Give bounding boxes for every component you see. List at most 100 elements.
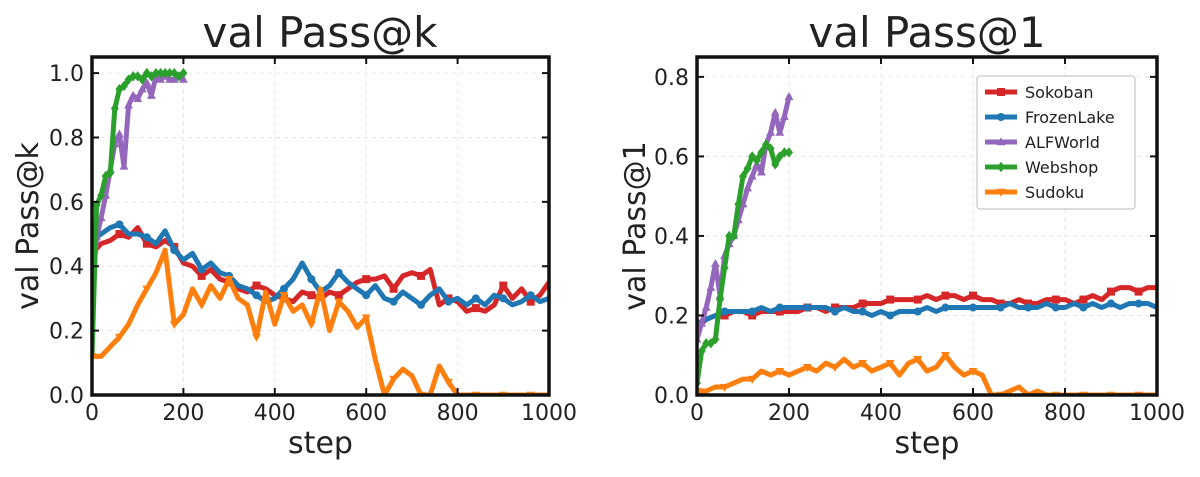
axes-frame	[90, 55, 551, 397]
x-tick-label: 600	[952, 401, 994, 426]
data-point-alfworld	[711, 258, 720, 267]
y-axis-label: val Pass@k	[11, 141, 46, 309]
legend-marker-sokoban	[997, 88, 1005, 96]
data-point-sokoban	[941, 291, 950, 300]
data-point-webshop	[734, 198, 743, 210]
data-point-alfworld	[142, 77, 152, 86]
data-point-frozenlake	[1134, 299, 1143, 308]
data-point-sudoku	[115, 333, 124, 342]
y-tick-label: 0.8	[49, 126, 84, 151]
x-tick-label: 800	[1044, 401, 1086, 426]
data-point-sokoban	[913, 295, 922, 304]
data-point-frozenlake	[996, 303, 1005, 312]
data-point-sokoban	[1051, 295, 1060, 304]
data-point-webshop	[151, 67, 160, 79]
data-point-frozenlake	[886, 311, 895, 320]
data-point-frozenlake	[969, 303, 977, 312]
data-point-sokoban	[115, 230, 124, 239]
data-point-sokoban	[334, 291, 343, 300]
data-point-alfworld	[96, 213, 106, 222]
data-point-alfworld	[747, 171, 757, 180]
data-point-sokoban	[1079, 295, 1088, 304]
y-tick-label: 0.0	[49, 384, 84, 409]
data-point-sokoban	[1107, 287, 1115, 296]
data-point-alfworld	[119, 161, 129, 170]
data-point-sudoku	[279, 292, 289, 301]
data-point-frozenlake	[279, 284, 288, 293]
data-point-sokoban	[969, 291, 977, 300]
data-point-alfworld	[128, 90, 138, 99]
data-point-webshop	[720, 262, 729, 273]
legend-marker-alfworld	[996, 137, 1006, 146]
chart-title: val Pass@1	[808, 8, 1045, 57]
series-group	[697, 91, 1157, 395]
data-point-webshop	[711, 334, 720, 345]
data-point-alfworld	[701, 302, 711, 311]
data-point-alfworld	[697, 318, 706, 327]
legend-marker-frozenlake	[997, 113, 1005, 121]
data-point-sudoku	[720, 383, 729, 392]
data-point-sokoban	[389, 284, 398, 293]
data-point-webshop	[725, 230, 734, 242]
data-point-sudoku	[142, 285, 152, 294]
y-tick-label: 0.8	[654, 66, 689, 91]
legend-label-alfworld: ALFWorld	[1025, 133, 1100, 152]
data-point-sudoku	[224, 275, 234, 284]
data-point-webshop	[757, 147, 766, 158]
data-point-frozenlake	[1051, 303, 1060, 312]
data-point-frozenlake	[748, 307, 757, 316]
y-tick-label: 0.6	[49, 191, 84, 216]
chart-panel-1: 0 200 400 600 800 1000 0.0 0.2 0.4 0.6 0.8 1.0 val P…	[11, 8, 577, 461]
y-tick-label: 0.0	[654, 384, 689, 409]
x-tick-label: 1000	[1129, 401, 1185, 426]
x-tick-label: 400	[254, 401, 296, 426]
data-point-alfworld	[757, 167, 766, 176]
data-point-alfworld	[784, 91, 794, 100]
data-point-sudoku	[334, 298, 344, 307]
data-point-frozenlake	[362, 291, 371, 300]
data-point-webshop	[752, 155, 761, 166]
data-point-sokoban	[362, 275, 371, 284]
data-point-alfworld	[156, 74, 165, 83]
data-point-frozenlake	[941, 303, 950, 312]
data-point-sudoku	[775, 367, 785, 376]
data-point-webshop	[697, 346, 706, 357]
x-tick-label: 400	[860, 401, 902, 426]
data-point-alfworld	[124, 100, 133, 109]
data-point-alfworld	[775, 127, 785, 136]
data-point-alfworld	[780, 111, 789, 120]
data-point-alfworld	[770, 107, 780, 116]
x-tick-label: 600	[345, 401, 387, 426]
series-line-alfworld	[697, 94, 792, 342]
data-point-frozenlake	[720, 307, 729, 316]
data-point-sudoku	[197, 301, 207, 310]
x-tick-label: 0	[85, 401, 99, 426]
y-tick-label: 0.4	[49, 255, 84, 280]
data-point-frozenlake	[389, 297, 398, 306]
data-point-alfworld	[179, 74, 188, 83]
data-point-frozenlake	[471, 294, 480, 303]
data-point-webshop	[110, 103, 119, 114]
legend-label-sokoban: Sokoban	[1025, 83, 1094, 102]
data-point-sudoku	[968, 367, 978, 376]
data-point-sokoban	[1134, 287, 1143, 296]
legend-box	[976, 75, 1136, 210]
data-point-webshop	[119, 80, 128, 92]
data-point-frozenlake	[775, 303, 784, 312]
data-point-webshop	[771, 159, 780, 170]
data-point-webshop	[106, 167, 115, 179]
legend-label-frozenlake: FrozenLake	[1025, 108, 1115, 127]
series-line-sudoku	[697, 352, 1157, 395]
data-point-frozenlake	[115, 220, 124, 229]
series-line-webshop	[92, 70, 186, 359]
data-point-alfworld	[133, 94, 143, 103]
axes-frame	[695, 55, 1159, 397]
x-axis-label: step	[288, 426, 353, 461]
data-point-frozenlake	[499, 294, 508, 303]
data-point-webshop	[739, 171, 747, 182]
data-point-frozenlake	[526, 291, 535, 300]
data-point-sudoku	[252, 333, 261, 342]
data-point-sokoban	[886, 295, 895, 304]
